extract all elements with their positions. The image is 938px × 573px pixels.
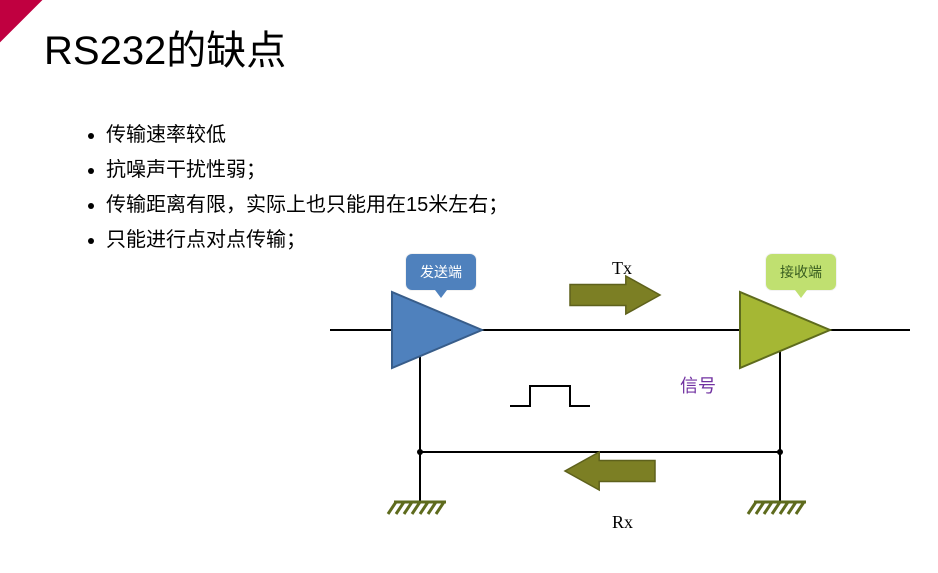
signal-label: 信号	[680, 372, 716, 398]
list-item: 传输速率较低	[106, 118, 508, 153]
sender-balloon-label: 发送端	[420, 264, 462, 280]
diagram-svg	[310, 252, 920, 552]
list-item: 抗噪声干扰性弱；	[106, 153, 508, 188]
corner-accent	[0, 0, 42, 42]
bullet-list: 传输速率较低 抗噪声干扰性弱； 传输距离有限，实际上也只能用在15米左右； 只能…	[44, 118, 508, 258]
rx-label: Rx	[612, 512, 633, 533]
receiver-balloon-label: 接收端	[780, 264, 822, 280]
receiver-balloon: 接收端	[766, 254, 836, 290]
sender-balloon: 发送端	[406, 254, 476, 290]
rs232-diagram: 发送端 接收端 Tx Rx 信号	[310, 252, 920, 552]
tx-label: Tx	[612, 258, 632, 279]
list-item: 传输距离有限，实际上也只能用在15米左右；	[106, 188, 508, 223]
page-title: RS232的缺点	[44, 18, 286, 76]
